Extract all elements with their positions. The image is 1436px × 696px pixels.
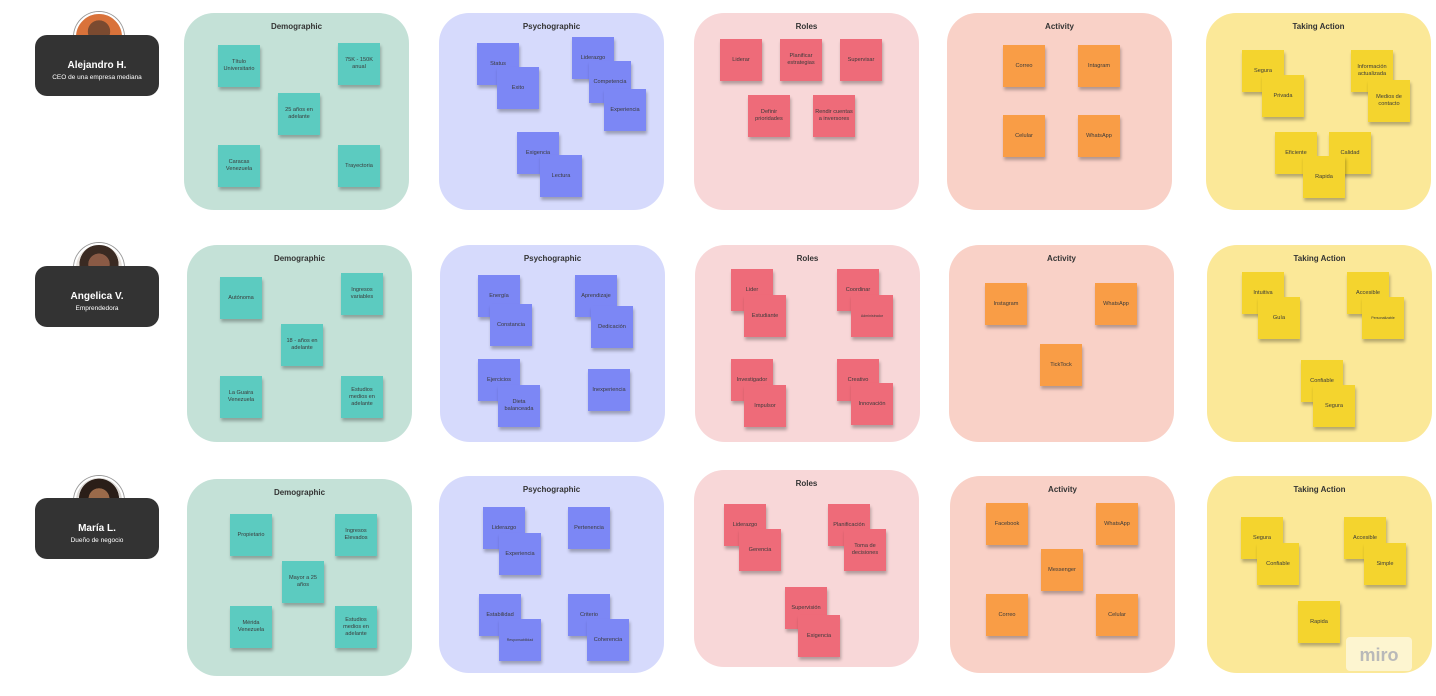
sticky-note[interactable]: Inexperiencia xyxy=(588,369,630,411)
sticky-note[interactable]: Correo xyxy=(1003,45,1045,87)
sticky-note[interactable]: Estudios medios en adelante xyxy=(341,376,383,418)
sticky-note[interactable]: Rapida xyxy=(1298,601,1340,643)
board-activity[interactable]: Activity Correo Intagram Celular WhatsAp… xyxy=(947,13,1172,210)
board-title: Activity xyxy=(1048,485,1077,494)
sticky-note[interactable]: Privada xyxy=(1262,75,1304,117)
sticky-note[interactable]: Mayor a 25 años xyxy=(282,561,324,603)
sticky-note[interactable]: Correo xyxy=(986,594,1028,636)
sticky-note[interactable]: Toma de decisiones xyxy=(844,529,886,571)
sticky-note[interactable]: Responsabilidad xyxy=(499,619,541,661)
sticky-note[interactable]: 18 - años en adelante xyxy=(281,324,323,366)
sticky-note[interactable]: Dieta balanceada xyxy=(498,385,540,427)
sticky-note[interactable]: Exigencia xyxy=(517,132,559,174)
board-demographic[interactable]: Demographic Autónoma Ingresos variables … xyxy=(187,245,412,442)
board-taking-action[interactable]: Taking Action Segura Privada Información… xyxy=(1206,13,1431,210)
sticky-note[interactable]: Ingresos Elevados xyxy=(335,514,377,556)
sticky-note[interactable]: Caracas Venezuela xyxy=(218,145,260,187)
board-title: Demographic xyxy=(270,22,323,31)
board-title: Psychographic xyxy=(522,485,581,494)
sticky-note[interactable]: Coherencia xyxy=(587,619,629,661)
sticky-note[interactable]: Mérida Venezuela xyxy=(230,606,272,648)
sticky-note[interactable]: Ingresos variables xyxy=(341,273,383,315)
sticky-note[interactable]: Simple xyxy=(1364,543,1406,585)
board-activity[interactable]: Activity Instagram WhatsApp TickTock xyxy=(949,245,1174,442)
sticky-note[interactable]: 75K - 150K anual xyxy=(338,43,380,85)
board-title: Activity xyxy=(1045,22,1074,31)
persona-role: Dueño de negocio xyxy=(70,537,124,544)
sticky-note[interactable]: Título Universitario xyxy=(218,45,260,87)
sticky-note[interactable]: Guía xyxy=(1258,297,1300,339)
sticky-note[interactable]: WhatsApp xyxy=(1096,503,1138,545)
sticky-note[interactable]: Definir prioridades xyxy=(748,95,790,137)
board-roles[interactable]: Roles Liderar Planificar estrategias Sup… xyxy=(694,13,919,210)
sticky-note[interactable]: Estudiante xyxy=(744,295,786,337)
sticky-note[interactable]: Medios de contacto xyxy=(1368,80,1410,122)
sticky-note[interactable]: Lectura xyxy=(540,155,582,197)
sticky-note[interactable]: Rapida xyxy=(1303,156,1345,198)
sticky-note[interactable]: Propietario xyxy=(230,514,272,556)
board-roles[interactable]: Roles Lider Estudiante Coordinar Adminis… xyxy=(695,245,920,442)
board-title: Demographic xyxy=(273,254,326,263)
board-psychographic[interactable]: Psychographic Status Exito Liderazgo Com… xyxy=(439,13,664,210)
persona-name: Angelica V. xyxy=(70,291,124,302)
sticky-note[interactable]: WhatsApp xyxy=(1078,115,1120,157)
persona-name: Alejandro H. xyxy=(67,60,127,71)
board-demographic[interactable]: Demographic Propietario Ingresos Elevado… xyxy=(187,479,412,676)
sticky-note[interactable]: Supervisar xyxy=(840,39,882,81)
sticky-note[interactable]: 25 años en adelante xyxy=(278,93,320,135)
sticky-note[interactable]: Celular xyxy=(1003,115,1045,157)
persona-card[interactable]: Angelica V. Emprendedora xyxy=(35,266,159,327)
sticky-note[interactable]: Planificar estrategias xyxy=(780,39,822,81)
sticky-note[interactable]: Exigencia xyxy=(798,615,840,657)
sticky-note[interactable]: Segura xyxy=(1313,385,1355,427)
sticky-note[interactable]: Liderar xyxy=(720,39,762,81)
miro-logo: miro xyxy=(1346,637,1412,671)
sticky-note[interactable]: Impulsor xyxy=(744,385,786,427)
sticky-note[interactable]: Experiencia xyxy=(499,533,541,575)
sticky-note[interactable]: Gerencia xyxy=(739,529,781,571)
sticky-note[interactable]: Pertenencia xyxy=(568,507,610,549)
sticky-note[interactable]: TickTock xyxy=(1040,344,1082,386)
board-title: Taking Action xyxy=(1293,485,1346,494)
board-title: Taking Action xyxy=(1292,22,1345,31)
board-title: Roles xyxy=(795,22,818,31)
sticky-note[interactable]: Constancia xyxy=(490,304,532,346)
sticky-note[interactable]: Celular xyxy=(1096,594,1138,636)
sticky-note[interactable]: Rendir cuentas a inversores xyxy=(813,95,855,137)
board-demographic[interactable]: Demographic Título Universitario 75K - 1… xyxy=(184,13,409,210)
sticky-note[interactable]: Innovación xyxy=(851,383,893,425)
sticky-note[interactable]: Autónoma xyxy=(220,277,262,319)
persona-role: Emprendedora xyxy=(75,305,119,312)
board-psychographic[interactable]: Psychographic Energía Constancia Aprendi… xyxy=(440,245,665,442)
board-taking-action[interactable]: Taking Action Intuitiva Guía Accesible P… xyxy=(1207,245,1432,442)
board-title: Psychographic xyxy=(523,254,582,263)
persona-card[interactable]: María L. Dueño de negocio xyxy=(35,498,159,559)
sticky-note[interactable]: Experiencia xyxy=(604,89,646,131)
board-title: Roles xyxy=(795,479,818,488)
board-activity[interactable]: Activity Facebook WhatsApp Messenger Cor… xyxy=(950,476,1175,673)
board-title: Activity xyxy=(1047,254,1076,263)
board-title: Taking Action xyxy=(1293,254,1346,263)
sticky-note[interactable]: Facebook xyxy=(986,503,1028,545)
persona-card[interactable]: Alejandro H. CEO de una empresa mediana xyxy=(35,35,159,96)
sticky-note[interactable]: La Guaira Venezuela xyxy=(220,376,262,418)
sticky-note[interactable]: Administrador xyxy=(851,295,893,337)
persona-role: CEO de una empresa mediana xyxy=(52,74,142,81)
sticky-note[interactable]: Personalizable xyxy=(1362,297,1404,339)
persona-name: María L. xyxy=(78,523,116,534)
board-title: Roles xyxy=(796,254,819,263)
sticky-note[interactable]: Instagram xyxy=(985,283,1027,325)
sticky-note[interactable]: Messenger xyxy=(1041,549,1083,591)
sticky-note[interactable]: WhatsApp xyxy=(1095,283,1137,325)
sticky-note[interactable]: Confiable xyxy=(1257,543,1299,585)
sticky-note[interactable]: Intagram xyxy=(1078,45,1120,87)
sticky-note[interactable]: Dedicación xyxy=(591,306,633,348)
sticky-note[interactable]: Exito xyxy=(497,67,539,109)
sticky-note[interactable]: Trayectoria xyxy=(338,145,380,187)
board-title: Psychographic xyxy=(522,22,581,31)
board-title: Demographic xyxy=(273,488,326,497)
board-roles[interactable]: Roles Liderazgo Gerencia Planificación T… xyxy=(694,470,919,667)
board-psychographic[interactable]: Psychographic Liderazgo Experiencia Pert… xyxy=(439,476,664,673)
sticky-note[interactable]: Estudios medios en adelante xyxy=(335,606,377,648)
